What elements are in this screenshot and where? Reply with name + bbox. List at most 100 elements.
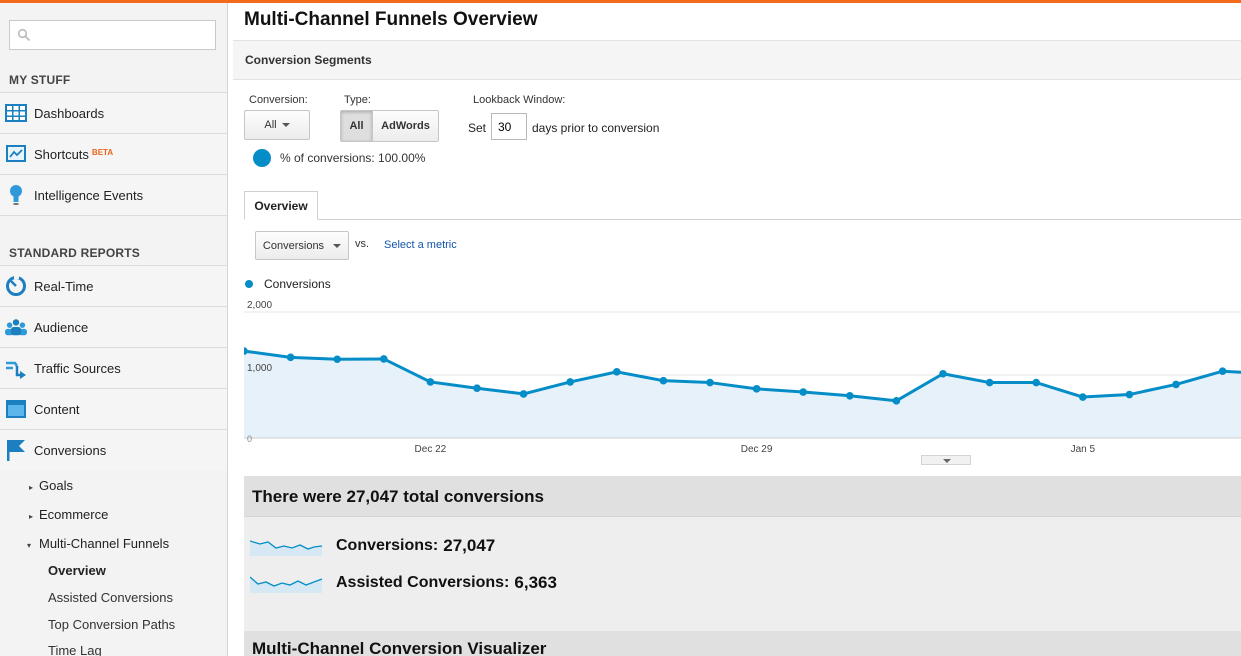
sidebar-item-label: Dashboards xyxy=(34,105,105,121)
sidebar-item-label: Intelligence Events xyxy=(34,187,144,203)
audience-people-icon xyxy=(5,316,27,338)
legend-dot xyxy=(245,280,253,288)
conversion-segments-bar[interactable]: Conversion Segments xyxy=(233,40,1241,80)
chart-collapse-handle[interactable] xyxy=(921,455,971,465)
data-point xyxy=(752,385,761,393)
data-point xyxy=(1125,390,1134,399)
stat-label: Assisted Conversions: xyxy=(336,574,510,591)
conversions-chart: 2,000 1,000 0 Dec 22 Dec 29 Jan 5 xyxy=(244,300,1241,455)
chart-legend: Conversions xyxy=(245,277,331,291)
sidebar-item-label: Traffic Sources xyxy=(34,360,121,376)
chevron-down-icon xyxy=(281,123,290,127)
flag-icon xyxy=(5,439,27,461)
chevron-down-icon xyxy=(943,459,951,463)
sidebar-item-label: Audience xyxy=(34,319,89,335)
data-point xyxy=(244,347,248,355)
type-option-adwords[interactable]: AdWords xyxy=(372,111,438,141)
sidebar-item-conversions[interactable]: Conversions xyxy=(0,429,227,470)
traffic-arrows-icon xyxy=(5,357,27,379)
sidebar-item-content[interactable]: Content xyxy=(0,388,227,429)
sparkline-icon xyxy=(250,540,322,556)
my-stuff-heading: MY STUFF xyxy=(9,73,71,87)
search-box[interactable] xyxy=(9,20,216,50)
chevron-down-icon xyxy=(333,243,342,248)
sidebar-item-label: Conversions xyxy=(34,442,107,458)
conversion-label: Conversion: xyxy=(249,94,308,106)
sidebar-item-goals[interactable]: ▸ Goals xyxy=(29,478,73,493)
sidebar-item-assisted-conversions[interactable]: Assisted Conversions xyxy=(48,590,173,605)
search-input[interactable] xyxy=(38,26,212,46)
triangle-right-icon: ▸ xyxy=(29,512,34,521)
set-label: Set xyxy=(468,121,487,135)
data-point xyxy=(1172,380,1180,389)
data-point xyxy=(286,353,295,362)
summary-header: There were 27,047 total conversions xyxy=(244,476,1241,517)
stat-value: 27,047 xyxy=(443,536,496,555)
select-metric-link[interactable]: Select a metric xyxy=(384,239,457,251)
dashboard-grid-icon xyxy=(5,102,27,124)
sparkline-icon xyxy=(250,576,322,593)
sidebar-item-multi-channel-funnels[interactable]: ▾ Multi-Channel Funnels xyxy=(27,536,169,551)
y-tick-label: 0 xyxy=(247,434,252,444)
visualizer-header: Multi-Channel Conversion Visualizer xyxy=(244,631,1241,656)
x-tick-label: Jan 5 xyxy=(1071,444,1096,455)
type-option-all[interactable]: All xyxy=(341,111,372,141)
data-point xyxy=(1218,367,1227,376)
search-icon xyxy=(17,28,31,42)
sidebar-item-label: Goals xyxy=(39,478,73,493)
sidebar-item-intelligence-events[interactable]: Intelligence Events xyxy=(0,174,227,215)
x-tick-label: Dec 29 xyxy=(741,444,773,455)
sidebar-item-shortcuts[interactable]: Shortcuts BETA xyxy=(0,133,227,174)
vs-label: vs. xyxy=(355,238,370,250)
y-tick-label: 2,000 xyxy=(247,300,272,311)
sidebar-divider xyxy=(0,215,227,216)
triangle-right-icon: ▸ xyxy=(29,483,34,492)
realtime-clock-icon xyxy=(5,275,27,297)
y-tick-label: 1,000 xyxy=(247,363,272,374)
lookback-days-input[interactable] xyxy=(491,113,527,140)
sidebar-item-audience[interactable]: Audience xyxy=(0,306,227,347)
beta-badge: BETA xyxy=(91,147,114,157)
sidebar-item-label: Multi-Channel Funnels xyxy=(39,536,170,551)
sidebar-item-time-lag[interactable]: Time Lag xyxy=(48,643,102,656)
data-point xyxy=(846,391,854,400)
data-point xyxy=(1079,393,1087,401)
x-tick-label: Dec 22 xyxy=(415,444,447,455)
sidebar-item-label: Real-Time xyxy=(34,278,94,294)
standard-reports-heading: STANDARD REPORTS xyxy=(9,246,140,260)
main-content: Multi-Channel Funnels Overview Conversio… xyxy=(233,3,1241,656)
percent-conversions-text: % of conversions: 100.00% xyxy=(280,151,426,165)
conversion-dropdown[interactable]: All xyxy=(244,110,310,140)
data-point xyxy=(566,378,574,386)
content-window-icon xyxy=(5,398,27,420)
visualizer-title: Multi-Channel Conversion Visualizer xyxy=(252,639,547,656)
metric-dropdown[interactable]: Conversions xyxy=(255,231,349,260)
top-accent-bar xyxy=(0,0,1241,3)
sidebar-item-real-time[interactable]: Real-Time xyxy=(0,265,227,306)
tab-overview[interactable]: Overview xyxy=(244,191,318,220)
sidebar-item-dashboards[interactable]: Dashboards xyxy=(0,92,227,133)
sidebar-item-traffic-sources[interactable]: Traffic Sources xyxy=(0,347,227,388)
percent-conversions: % of conversions: 100.00% xyxy=(253,149,425,167)
data-point xyxy=(985,378,994,387)
data-point xyxy=(333,355,341,364)
data-point xyxy=(799,388,807,396)
lightbulb-icon xyxy=(5,184,27,206)
triangle-down-icon: ▾ xyxy=(27,541,32,550)
sidebar: MY STUFF Dashboards Shortcuts BETA xyxy=(0,3,228,656)
sidebar-item-label: Content xyxy=(34,401,80,417)
data-point xyxy=(659,376,668,385)
data-point xyxy=(613,368,621,376)
sidebar-item-ecommerce[interactable]: ▸ Ecommerce xyxy=(29,507,108,522)
sidebar-item-label: Shortcuts xyxy=(34,146,89,162)
sidebar-item-label: Ecommerce xyxy=(39,507,109,522)
series-area xyxy=(244,351,1241,438)
sidebar-item-top-conversion-paths[interactable]: Top Conversion Paths xyxy=(48,617,176,632)
type-toggle: All AdWords xyxy=(340,110,439,142)
summary-title: There were 27,047 total conversions xyxy=(252,487,544,506)
summary-panel: There were 27,047 total conversions Conv… xyxy=(244,476,1241,636)
sidebar-item-mcf-overview[interactable]: Overview xyxy=(48,563,106,578)
page-title: Multi-Channel Funnels Overview xyxy=(244,9,538,30)
data-point xyxy=(473,384,481,393)
stat-conversions: Conversions: 27,047 xyxy=(250,536,495,556)
